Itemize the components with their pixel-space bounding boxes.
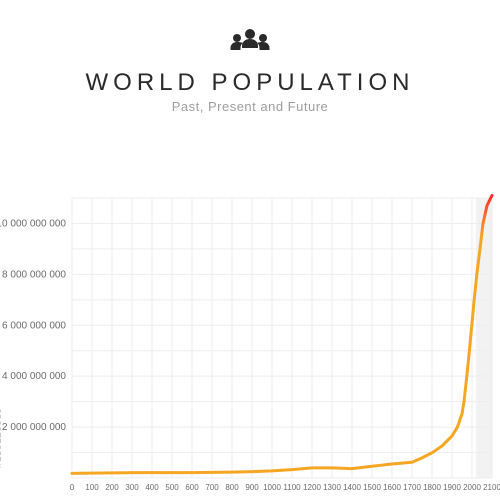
x-axis-label: 900 [245,483,259,492]
people-icon [227,28,273,59]
x-axis-label: 400 [145,483,159,492]
header: WORLD POPULATION Past, Present and Futur… [0,0,500,114]
population-chart: 2 000 000 000 4 000 000 000 6 000 000 000 8… [0,190,500,500]
watermark: #159120039 [0,407,4,468]
x-axis-label: 1000 [263,483,281,492]
y-axis-label: 10 000 000 000 [0,218,66,229]
x-axis-label: 1300 [323,483,341,492]
x-axis-label: 500 [165,483,179,492]
x-axis-label: 300 [125,483,139,492]
x-axis-label: 200 [105,483,119,492]
x-axis-label: 1900 [443,483,461,492]
population-line [72,195,492,473]
infographic-root: WORLD POPULATION Past, Present and Futur… [0,0,500,500]
x-axis-label: 1100 [283,483,301,492]
x-axis-label: 0 [70,483,75,492]
y-axis-label: 2 000 000 000 [2,422,66,433]
x-axis-label: 1600 [383,483,401,492]
future-band [476,198,492,478]
y-axis-label: 6 000 000 000 [2,320,66,331]
y-axis-label: 4 000 000 000 [2,371,66,382]
x-axis-label: 1200 [303,483,321,492]
page-title: WORLD POPULATION [0,69,500,97]
x-axis-label: 1700 [403,483,421,492]
x-axis-label: 1500 [363,483,381,492]
y-axis-label: 8 000 000 000 [2,269,66,280]
x-axis-label: 1400 [343,483,361,492]
x-axis-label: 100 [85,483,99,492]
page-subtitle: Past, Present and Future [0,99,500,114]
x-axis-label: 800 [225,483,239,492]
x-axis-label: 700 [205,483,219,492]
x-axis-label: 1800 [423,483,441,492]
x-axis-label: 2000 [463,483,481,492]
x-axis-label: 2100 [483,483,500,492]
x-axis-label: 600 [185,483,199,492]
